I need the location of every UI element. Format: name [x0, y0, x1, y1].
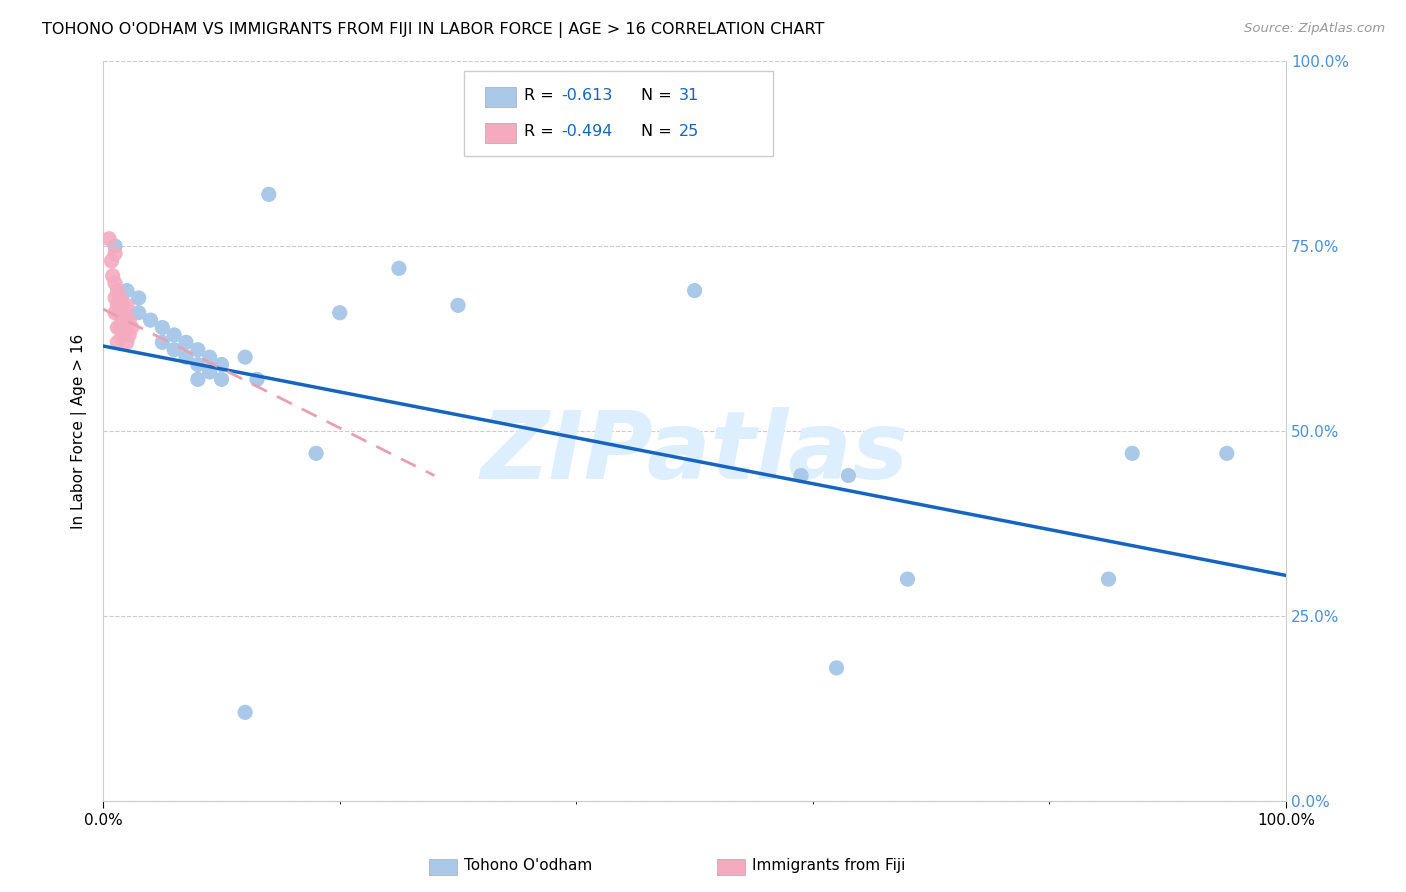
Point — [150, 335, 173, 350]
Point — [1121, 446, 1143, 460]
Point — [107, 284, 129, 298]
Point — [111, 313, 134, 327]
Point — [187, 372, 209, 386]
Point — [388, 261, 411, 276]
Point — [108, 306, 131, 320]
Text: TOHONO O'ODHAM VS IMMIGRANTS FROM FIJI IN LABOR FORCE | AGE > 16 CORRELATION CHA: TOHONO O'ODHAM VS IMMIGRANTS FROM FIJI I… — [42, 22, 824, 38]
Point — [246, 372, 269, 386]
Text: Immigrants from Fiji: Immigrants from Fiji — [752, 858, 905, 872]
Point — [837, 468, 859, 483]
Point — [100, 254, 122, 268]
Point — [233, 706, 256, 720]
Point — [447, 298, 470, 312]
Point — [128, 291, 150, 305]
Point — [114, 320, 136, 334]
Point — [1216, 446, 1239, 460]
Point — [187, 358, 209, 372]
Point — [257, 187, 280, 202]
Point — [114, 306, 136, 320]
Text: R =: R = — [524, 124, 560, 138]
Point — [174, 350, 197, 364]
Point — [1097, 572, 1119, 586]
Point — [174, 335, 197, 350]
Text: Source: ZipAtlas.com: Source: ZipAtlas.com — [1244, 22, 1385, 36]
Point — [198, 350, 221, 364]
Point — [107, 335, 129, 350]
Point — [107, 320, 129, 334]
Text: -0.613: -0.613 — [561, 88, 613, 103]
Point — [115, 284, 138, 298]
Point — [128, 306, 150, 320]
Point — [104, 306, 127, 320]
Point — [163, 327, 186, 342]
Point — [233, 350, 256, 364]
Point — [896, 572, 918, 586]
Text: ZIPatlas: ZIPatlas — [481, 408, 908, 500]
Point — [187, 343, 209, 357]
Point — [98, 232, 121, 246]
Point — [139, 313, 162, 327]
Point — [825, 661, 848, 675]
Point — [790, 468, 813, 483]
Point — [163, 343, 186, 357]
Point — [108, 291, 131, 305]
Point — [107, 298, 129, 312]
Text: 31: 31 — [679, 88, 699, 103]
Point — [118, 313, 141, 327]
Point — [111, 298, 134, 312]
Point — [115, 298, 138, 312]
Point — [198, 365, 221, 379]
Point — [115, 335, 138, 350]
Point — [121, 320, 143, 334]
Point — [150, 320, 173, 334]
Point — [108, 320, 131, 334]
Point — [211, 358, 233, 372]
Text: N =: N = — [641, 88, 678, 103]
Point — [305, 446, 328, 460]
Point — [683, 284, 706, 298]
Point — [111, 327, 134, 342]
Point — [104, 239, 127, 253]
Point — [211, 372, 233, 386]
Text: -0.494: -0.494 — [561, 124, 613, 138]
Point — [118, 327, 141, 342]
Point — [115, 313, 138, 327]
Point — [104, 291, 127, 305]
Point — [101, 268, 124, 283]
Point — [104, 246, 127, 260]
Text: 25: 25 — [679, 124, 699, 138]
Point — [104, 276, 127, 290]
Y-axis label: In Labor Force | Age > 16: In Labor Force | Age > 16 — [72, 334, 87, 529]
Text: N =: N = — [641, 124, 678, 138]
Point — [329, 306, 352, 320]
Text: Tohono O'odham: Tohono O'odham — [464, 858, 592, 872]
Text: R =: R = — [524, 88, 560, 103]
